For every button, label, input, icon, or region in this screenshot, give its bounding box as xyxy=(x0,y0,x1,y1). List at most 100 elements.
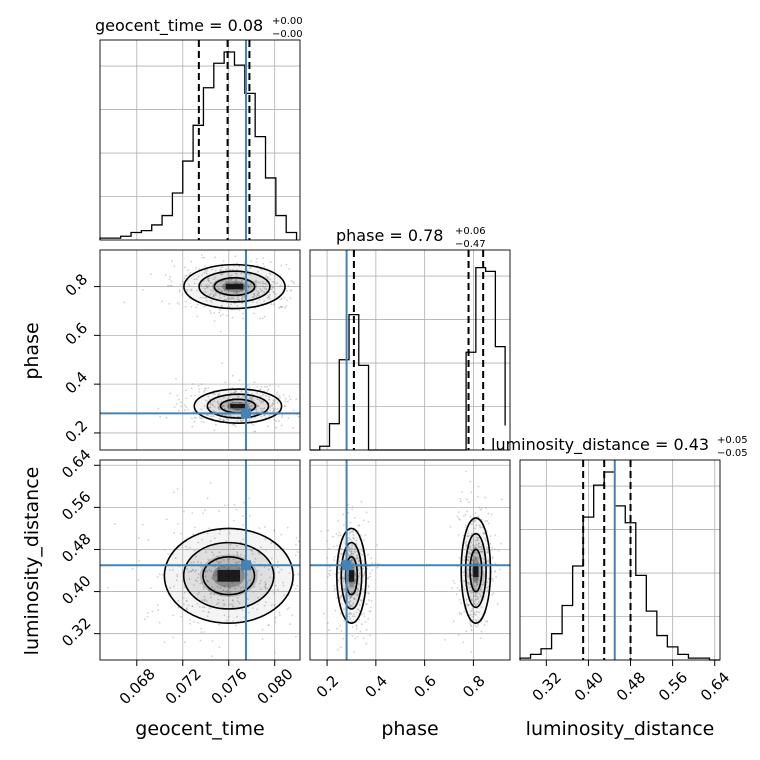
sample-point xyxy=(233,265,236,267)
sample-point xyxy=(250,405,253,407)
sample-point xyxy=(217,562,220,565)
sample-point xyxy=(353,517,356,519)
sample-point xyxy=(193,620,196,623)
sample-point xyxy=(206,570,209,573)
sample-point xyxy=(350,596,353,599)
sample-point xyxy=(248,579,251,581)
sample-point xyxy=(279,614,281,616)
sample-point xyxy=(193,282,196,285)
sample-point xyxy=(481,526,483,528)
y-axis-label-luminosity-distance: luminosity_distance xyxy=(21,467,43,656)
sample-point xyxy=(205,270,208,273)
sample-point xyxy=(227,273,229,276)
sample-point xyxy=(213,295,215,298)
sample-point xyxy=(292,281,294,283)
sample-point xyxy=(367,584,370,587)
sample-point xyxy=(233,391,236,394)
sample-point xyxy=(264,583,267,585)
sample-point xyxy=(273,617,276,620)
sample-point xyxy=(286,289,288,292)
sample-point xyxy=(241,296,244,298)
sample-point xyxy=(478,546,480,548)
sample-point xyxy=(189,546,191,549)
sample-point xyxy=(370,599,373,602)
sample-point xyxy=(290,289,293,291)
sample-point xyxy=(342,587,345,590)
sample-point xyxy=(500,542,502,545)
sample-point xyxy=(263,526,266,528)
panel-frame xyxy=(99,249,301,451)
sample-point xyxy=(258,298,260,301)
sample-point xyxy=(178,398,180,401)
sample-point xyxy=(222,419,225,422)
sample-point xyxy=(295,543,297,546)
sample-point xyxy=(493,548,496,551)
sample-point xyxy=(191,605,194,608)
sample-point xyxy=(243,272,246,274)
histogram-geocent_time xyxy=(99,51,298,240)
sample-point xyxy=(236,615,239,618)
sample-point xyxy=(470,549,473,552)
sample-point xyxy=(250,549,252,551)
contour-line xyxy=(163,527,294,624)
sample-point xyxy=(474,593,477,596)
sample-point xyxy=(272,303,275,306)
sample-point xyxy=(219,561,222,564)
sample-point xyxy=(204,399,207,402)
sample-point xyxy=(347,537,350,540)
sample-point xyxy=(172,569,174,571)
sample-point xyxy=(276,408,279,410)
sample-point xyxy=(339,646,342,648)
sample-point xyxy=(159,416,162,418)
sample-point xyxy=(264,583,267,586)
sample-point xyxy=(294,588,297,590)
title-phase-minus: −0.47 xyxy=(455,239,486,250)
sample-point xyxy=(274,616,277,619)
sample-point xyxy=(475,620,478,622)
sample-point xyxy=(458,611,461,614)
sample-point xyxy=(475,547,478,549)
sample-point xyxy=(158,573,161,575)
sample-point xyxy=(259,388,262,390)
sample-point xyxy=(477,485,480,488)
sample-point xyxy=(157,609,160,612)
sample-point xyxy=(264,407,266,409)
sample-point xyxy=(357,593,359,596)
sample-point xyxy=(238,291,241,293)
contour-line xyxy=(464,532,487,609)
sample-point xyxy=(347,594,350,597)
sample-point xyxy=(486,586,489,589)
sample-point xyxy=(204,290,207,293)
sample-point xyxy=(214,292,217,295)
x-tick-label: 0.068 xyxy=(116,665,159,708)
sample-point xyxy=(268,272,271,275)
sample-point xyxy=(465,598,468,601)
sample-point xyxy=(354,592,357,595)
sample-point xyxy=(207,580,209,583)
sample-point xyxy=(229,268,232,271)
sample-point xyxy=(241,290,244,293)
sample-point xyxy=(248,406,251,408)
sample-point xyxy=(163,641,166,644)
sample-point xyxy=(231,603,233,606)
sample-point xyxy=(351,591,354,594)
sample-point xyxy=(354,557,357,560)
sample-point xyxy=(461,491,463,493)
sample-point xyxy=(239,401,242,404)
sample-point xyxy=(351,558,354,560)
sample-point xyxy=(235,508,238,511)
sample-point xyxy=(338,560,341,563)
sample-point xyxy=(234,255,237,258)
sample-point xyxy=(170,280,173,283)
sample-point xyxy=(280,533,283,536)
sample-point xyxy=(238,409,241,411)
sample-point xyxy=(480,545,483,548)
sample-point xyxy=(260,573,263,576)
sample-point xyxy=(209,540,212,543)
sample-point xyxy=(349,553,352,556)
sample-point xyxy=(261,638,264,641)
density-peak xyxy=(473,563,479,578)
sample-point xyxy=(184,266,186,269)
sample-point xyxy=(349,538,352,540)
sample-point xyxy=(248,398,250,400)
